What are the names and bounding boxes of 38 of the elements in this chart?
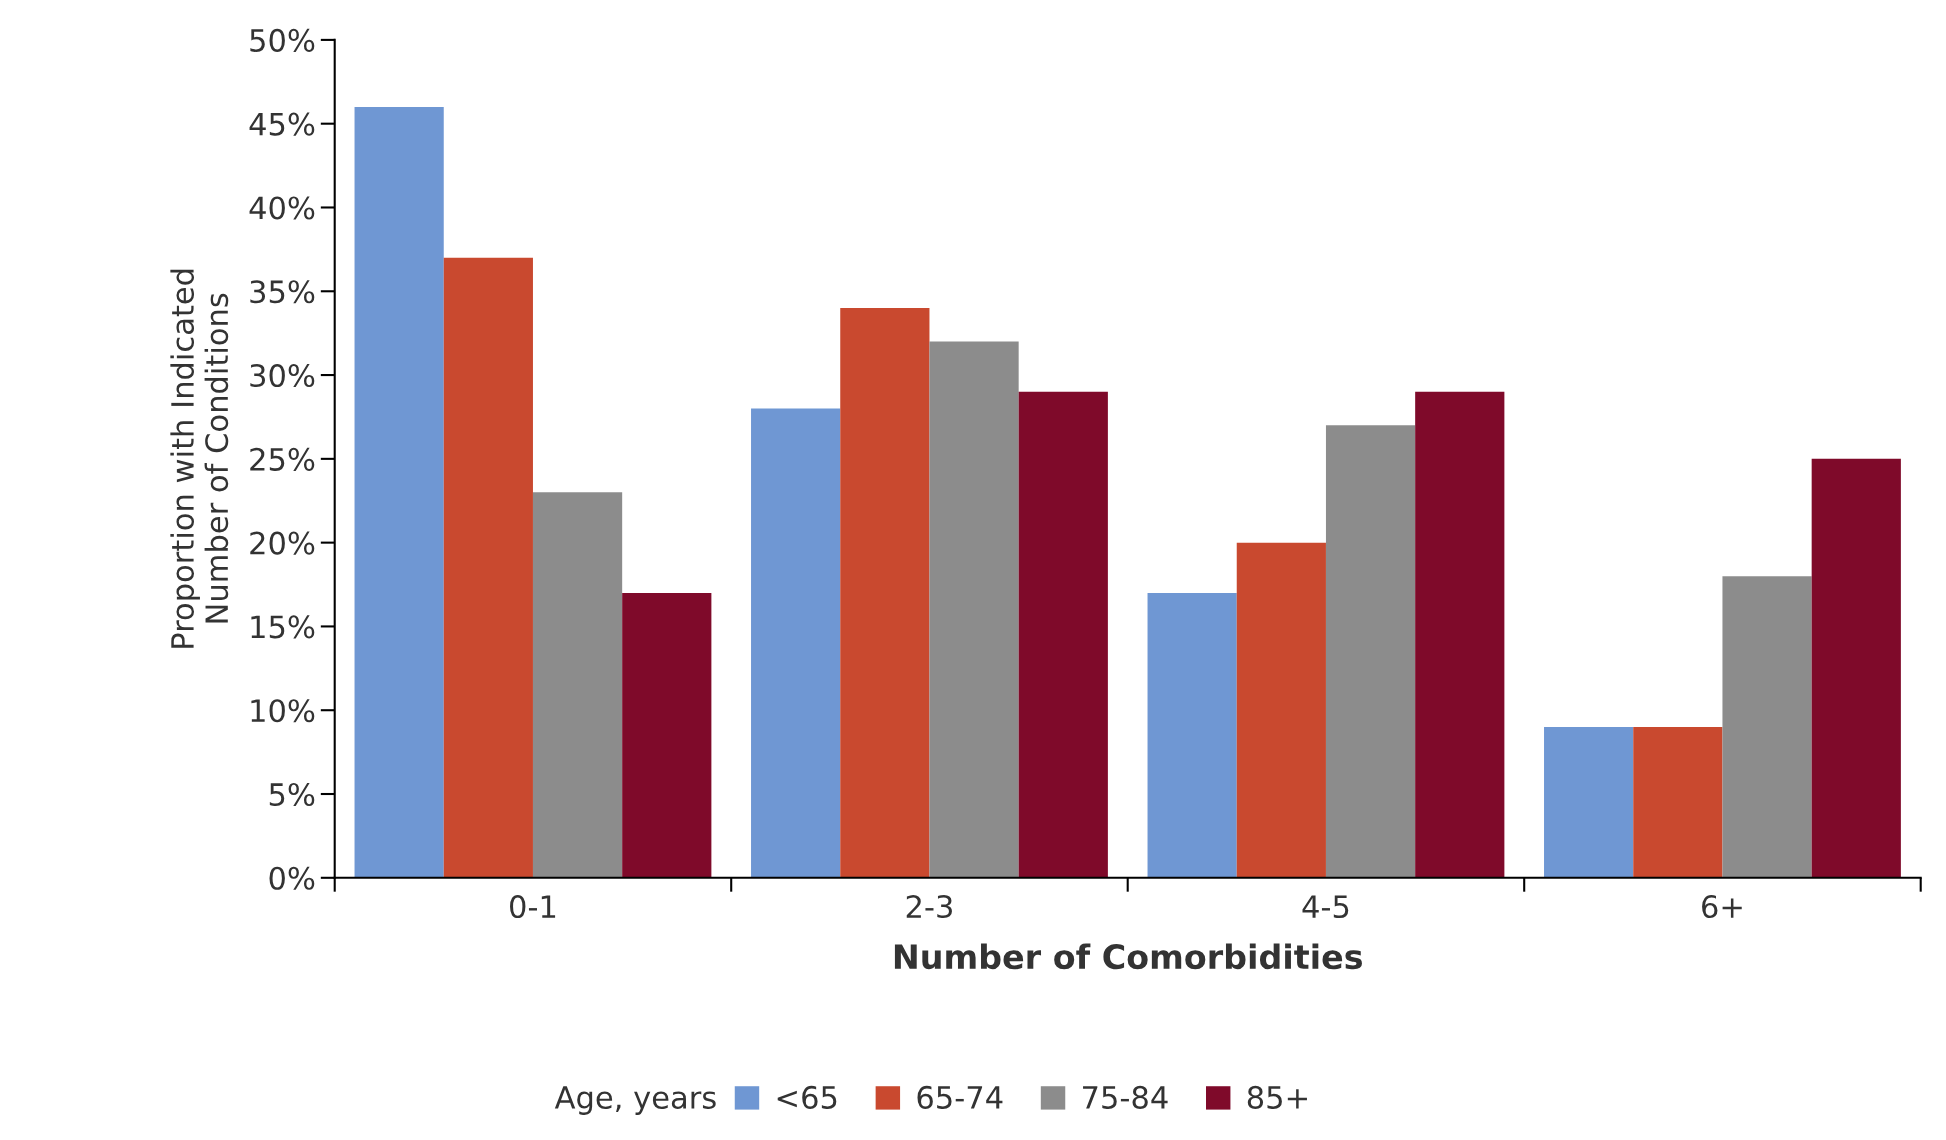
y-axis-title: Proportion with Indicated Number of Conditions [170,269,229,648]
y-tick-label: 35% [250,280,315,304]
bar [1633,726,1723,878]
bar [840,308,930,878]
y-tick-label: 10% [251,699,315,723]
bar [929,341,1019,878]
bar [1325,425,1416,878]
bar [622,592,712,878]
legend-label: 65-74 [917,1085,1003,1109]
y-tick-label: 45% [249,112,315,136]
legend-label: <65 [777,1085,837,1109]
legend-title: Age, years [554,1086,716,1115]
bar [1018,391,1108,878]
bar [532,492,623,878]
y-tick-label: 15% [251,615,315,639]
bar [1236,542,1326,878]
y-tick-label: 30% [250,363,315,388]
y-tick-label: 25% [250,447,315,471]
x-axis-title: Number of Comorbidities [894,943,1362,970]
bar [1722,576,1812,878]
x-tick-label: 2-3 [906,895,952,919]
bar [443,257,533,878]
x-tick-label: 0-1 [510,895,556,919]
y-tick-label: 50% [250,28,315,52]
x-tick-label: 6+ [1702,895,1742,919]
y-tick-label: 0% [269,866,315,890]
legend-label: 75-84 [1083,1085,1168,1109]
x-tick-label: 4-5 [1302,895,1349,919]
bar [1147,592,1237,878]
legend-label: 85+ [1247,1085,1307,1109]
bar [1811,458,1901,878]
y-tick-label: 40% [249,196,315,220]
bar [1544,726,1634,878]
y-tick-label: 20% [250,531,315,555]
bar [1415,391,1505,878]
bar [751,408,841,878]
bar [354,106,444,878]
y-tick-label: 5% [269,782,315,807]
